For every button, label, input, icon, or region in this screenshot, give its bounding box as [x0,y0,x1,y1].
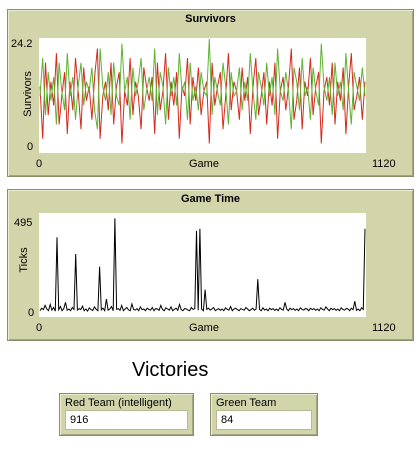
game-time-plot: Game Time 495 0 Ticks 0 Game 1120 [7,189,414,341]
series-line-ticks [39,218,366,313]
plot-title: Game Time [180,193,241,205]
x-tick-max: 1120 [372,158,396,170]
x-tick-min: 0 [36,158,43,170]
survivors-chart-svg [39,38,366,144]
x-axis-label: Game [189,158,219,170]
green-team-monitor: Green Team 84 [210,393,318,436]
victories-heading: Victories [132,359,209,381]
series-line-green [39,38,366,130]
y-axis-label: Survivors [22,71,34,117]
plot-area [39,38,366,153]
x-tick-max: 1120 [372,322,396,334]
y-tick-max: 24.2 [11,38,33,50]
red-team-monitor: Red Team (intelligent) 916 [59,393,194,436]
plot-title: Survivors [185,13,236,25]
series-line-red [39,48,366,144]
monitor-value: 84 [216,410,312,430]
monitor-label: Red Team (intelligent) [65,397,172,409]
x-axis-label: Game [189,322,219,334]
y-tick-min: 0 [28,307,35,319]
x-tick-min: 0 [36,322,43,334]
y-axis-label: Ticks [18,247,30,273]
monitor-value: 916 [65,410,188,430]
monitor-label: Green Team [216,397,277,409]
y-tick-min: 0 [27,141,34,153]
game-time-chart-svg [39,218,366,313]
y-tick-max: 495 [14,217,33,229]
plot-area [39,213,366,317]
survivors-plot: Survivors 24.2 0 Survivors 0 Game 1120 [7,9,414,177]
